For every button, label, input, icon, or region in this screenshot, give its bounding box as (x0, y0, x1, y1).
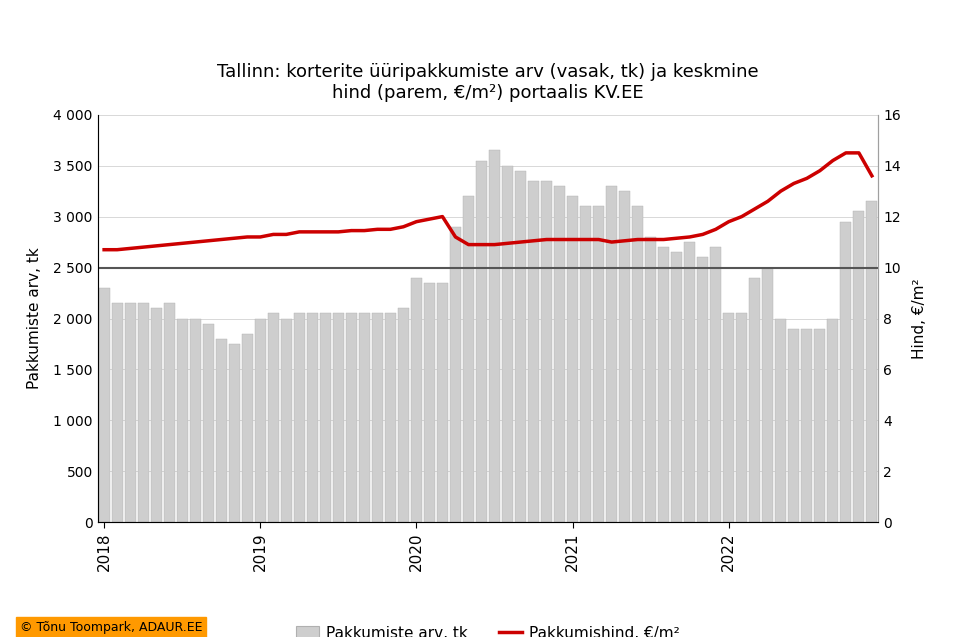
Bar (658, 247, 670, 522)
Bar (489, 150, 500, 522)
Bar (255, 318, 265, 522)
Bar (762, 268, 773, 522)
Bar (411, 278, 422, 522)
Bar (177, 318, 187, 522)
Bar (306, 313, 318, 522)
Bar (711, 247, 721, 522)
Bar (736, 313, 748, 522)
Bar (242, 334, 253, 522)
Title: Tallinn: korterite üüripakkumiste arv (vasak, tk) ja keskmine
hind (parem, €/m²): Tallinn: korterite üüripakkumiste arv (v… (218, 63, 758, 102)
Bar (515, 171, 526, 522)
Bar (554, 186, 565, 522)
Bar (775, 318, 787, 522)
Bar (372, 313, 383, 522)
Bar (189, 318, 201, 522)
Bar (138, 303, 148, 522)
Bar (528, 181, 539, 522)
Bar (164, 303, 175, 522)
Bar (789, 329, 799, 522)
Bar (567, 196, 578, 522)
Bar (450, 227, 461, 522)
Bar (750, 278, 760, 522)
Y-axis label: Hind, €/m²: Hind, €/m² (913, 278, 927, 359)
Bar (424, 283, 435, 522)
Y-axis label: Pakkumiste arv, tk: Pakkumiste arv, tk (27, 248, 42, 389)
Legend: Pakkumiste arv, tk, Pakkumishind, €/m²: Pakkumiste arv, tk, Pakkumishind, €/m² (290, 620, 686, 637)
Text: © Tõnu Toompark, ADAUR.EE: © Tõnu Toompark, ADAUR.EE (20, 621, 202, 634)
Bar (111, 303, 123, 522)
Bar (267, 313, 279, 522)
Bar (684, 242, 695, 522)
Bar (593, 206, 604, 522)
Bar (476, 161, 487, 522)
Bar (99, 288, 109, 522)
Bar (723, 313, 734, 522)
Bar (801, 329, 812, 522)
Bar (645, 237, 656, 522)
Bar (867, 201, 877, 522)
Bar (228, 344, 240, 522)
Bar (125, 303, 136, 522)
Bar (502, 166, 513, 522)
Bar (814, 329, 826, 522)
Bar (541, 181, 552, 522)
Bar (294, 313, 305, 522)
Bar (385, 313, 396, 522)
Bar (437, 283, 448, 522)
Bar (463, 196, 474, 522)
Bar (398, 308, 409, 522)
Bar (203, 324, 214, 522)
Bar (281, 318, 292, 522)
Bar (150, 308, 162, 522)
Bar (359, 313, 370, 522)
Bar (216, 339, 226, 522)
Bar (828, 318, 838, 522)
Bar (671, 252, 682, 522)
Bar (320, 313, 331, 522)
Bar (853, 211, 865, 522)
Bar (619, 191, 630, 522)
Bar (346, 313, 357, 522)
Bar (632, 206, 643, 522)
Bar (333, 313, 344, 522)
Bar (606, 186, 617, 522)
Bar (697, 257, 709, 522)
Bar (840, 222, 851, 522)
Bar (580, 206, 591, 522)
